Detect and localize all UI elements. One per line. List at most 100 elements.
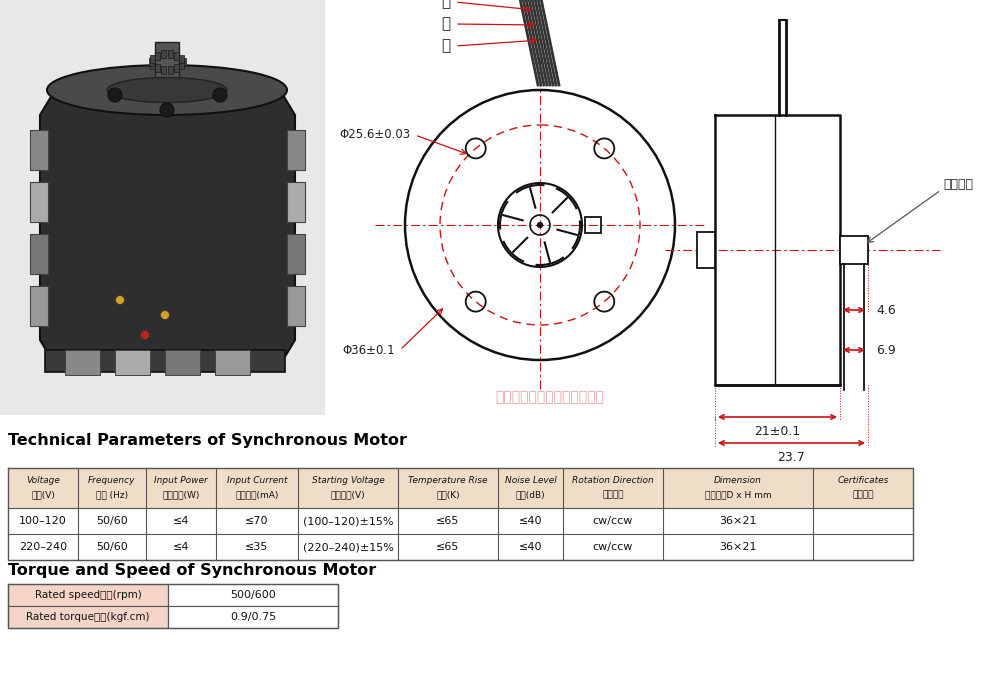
Circle shape — [116, 295, 124, 304]
Text: Voltage: Voltage — [26, 476, 60, 485]
Text: 电压(V): 电压(V) — [31, 490, 55, 499]
Text: Starting Voltage: Starting Voltage — [312, 476, 384, 485]
Text: 启动电压(V): 启动电压(V) — [331, 490, 365, 499]
Bar — [8, 606, 168, 628]
Text: (220–240)±15%: (220–240)±15% — [303, 542, 393, 552]
Text: Certificates: Certificates — [837, 476, 889, 485]
Bar — [45, 350, 285, 372]
Bar — [155, 52, 160, 60]
Text: 输入电流(mA): 输入电流(mA) — [235, 490, 279, 499]
Text: 6.9: 6.9 — [876, 344, 896, 357]
Text: ≤40: ≤40 — [519, 516, 542, 526]
Text: 噪音(dB): 噪音(dB) — [516, 490, 545, 499]
Bar — [168, 50, 173, 58]
Bar — [8, 584, 168, 606]
Text: 4.6: 4.6 — [876, 303, 896, 316]
Text: 黄: 黄 — [441, 0, 450, 10]
Polygon shape — [40, 90, 295, 365]
Text: 220–240: 220–240 — [19, 542, 67, 552]
Bar — [287, 130, 305, 170]
Bar — [115, 350, 150, 375]
Text: ≤35: ≤35 — [245, 542, 269, 552]
Circle shape — [108, 88, 122, 102]
Text: Input Current: Input Current — [227, 476, 287, 485]
Text: 100–120: 100–120 — [19, 516, 67, 526]
Bar — [30, 130, 48, 170]
Text: 机心齿轮: 机心齿轮 — [943, 179, 973, 192]
Ellipse shape — [107, 78, 227, 102]
Text: 频率 (Hz): 频率 (Hz) — [96, 490, 128, 499]
Bar — [287, 182, 305, 222]
Bar — [165, 350, 200, 375]
Text: ≤65: ≤65 — [436, 516, 460, 526]
Bar — [150, 61, 155, 70]
Bar — [179, 55, 184, 63]
Text: Dimension: Dimension — [714, 476, 762, 485]
Text: ≤70: ≤70 — [245, 516, 269, 526]
Bar — [179, 61, 184, 70]
Text: 外形尼寸D x H mm: 外形尼寸D x H mm — [705, 490, 771, 499]
Bar — [0, 0, 325, 415]
Bar — [30, 182, 48, 222]
Bar — [168, 606, 338, 628]
Text: 21±0.1: 21±0.1 — [754, 425, 801, 438]
Bar — [65, 350, 100, 375]
Text: cw/ccw: cw/ccw — [593, 516, 633, 526]
Text: ≤65: ≤65 — [436, 542, 460, 552]
Bar — [174, 52, 179, 60]
Text: 旋转方向: 旋转方向 — [602, 490, 624, 499]
Bar — [180, 58, 186, 66]
Text: 36×21: 36×21 — [719, 516, 757, 526]
Bar — [168, 65, 173, 74]
Text: ≤4: ≤4 — [173, 542, 189, 552]
Text: Rotation Direction: Rotation Direction — [572, 476, 654, 485]
Text: 温升(K): 温升(K) — [436, 490, 460, 499]
Circle shape — [160, 103, 174, 117]
Bar — [8, 468, 913, 508]
Text: (100–120)±15%: (100–120)±15% — [303, 516, 393, 526]
Bar — [215, 350, 250, 375]
Bar — [30, 234, 48, 274]
Text: 23.7: 23.7 — [778, 451, 805, 464]
Text: 红: 红 — [441, 16, 450, 31]
Text: 50/60: 50/60 — [96, 542, 128, 552]
Bar — [155, 42, 179, 97]
Text: Φ25.6±0.03: Φ25.6±0.03 — [339, 128, 410, 141]
Text: cw/ccw: cw/ccw — [593, 542, 633, 552]
Circle shape — [213, 88, 227, 102]
Text: 0.9/0.75: 0.9/0.75 — [230, 612, 276, 622]
Circle shape — [140, 331, 150, 340]
Bar — [697, 232, 715, 268]
Text: 50/60: 50/60 — [96, 516, 128, 526]
Text: Noise Level: Noise Level — [505, 476, 556, 485]
Bar — [150, 55, 155, 63]
Text: Torque and Speed of Synchronous Motor: Torque and Speed of Synchronous Motor — [8, 563, 376, 578]
Bar — [168, 584, 338, 606]
Circle shape — [160, 310, 170, 319]
Text: Rated torque力矩(kgf.cm): Rated torque力矩(kgf.cm) — [26, 612, 150, 622]
Text: Φ36±0.1: Φ36±0.1 — [342, 344, 395, 357]
Bar — [287, 234, 305, 274]
Bar — [155, 64, 160, 72]
Text: 500/600: 500/600 — [230, 590, 276, 600]
Circle shape — [538, 222, 542, 228]
Bar — [174, 64, 179, 72]
Text: Frequency: Frequency — [88, 476, 136, 485]
Bar — [585, 217, 601, 233]
Bar — [30, 286, 48, 326]
Text: Temperature Rise: Temperature Rise — [408, 476, 488, 485]
Text: ≤40: ≤40 — [519, 542, 542, 552]
Text: 输入功率(W): 输入功率(W) — [162, 490, 200, 499]
Bar — [148, 58, 154, 66]
Bar — [161, 65, 166, 74]
Text: Rated speed转速(rpm): Rated speed转速(rpm) — [35, 590, 141, 600]
Text: ≤4: ≤4 — [173, 516, 189, 526]
Text: Input Power: Input Power — [154, 476, 208, 485]
Bar — [840, 236, 868, 264]
Text: 黑: 黑 — [441, 38, 450, 53]
Bar — [161, 50, 166, 58]
Ellipse shape — [47, 65, 287, 115]
Bar — [287, 286, 305, 326]
Text: 产品认证: 产品认证 — [852, 490, 874, 499]
Text: 东莞市伟盛电机实业有限公司: 东莞市伟盛电机实业有限公司 — [496, 390, 604, 404]
